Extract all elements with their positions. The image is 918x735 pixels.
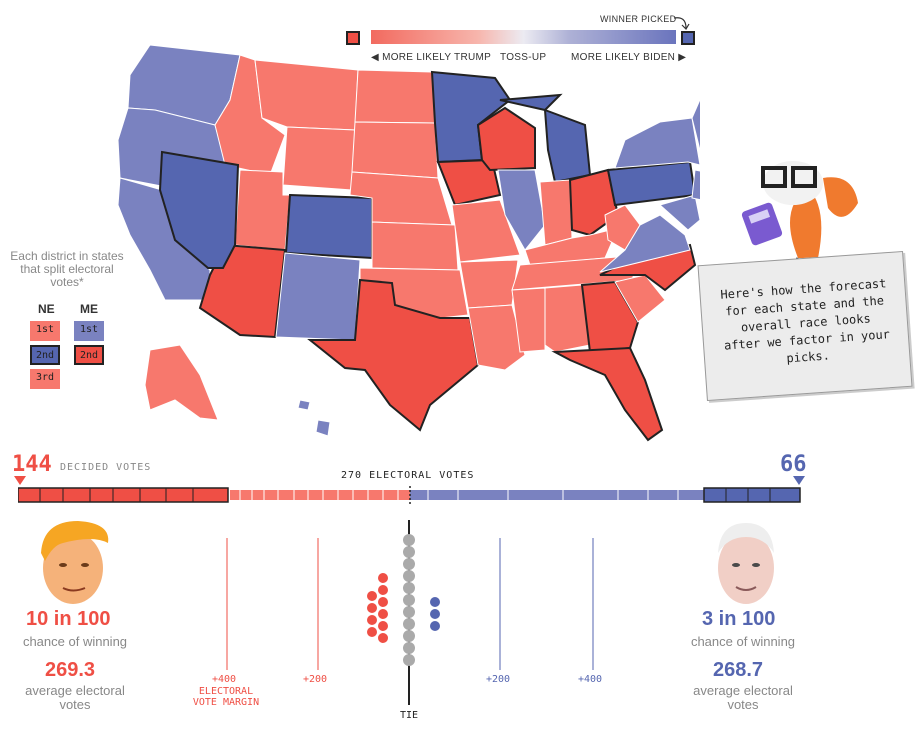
state-mt[interactable] xyxy=(254,59,359,131)
state-nm[interactable] xyxy=(275,252,361,341)
me-district-2[interactable]: 2nd xyxy=(74,345,104,365)
ne-district-3[interactable]: 3rd xyxy=(30,369,60,389)
more-likely-biden-label: MORE LIKELY BIDEN ▶ xyxy=(571,52,687,63)
biden-marker-icon xyxy=(793,476,805,485)
trump-winner-swatch[interactable] xyxy=(346,31,360,45)
trump-tick-200: +200 xyxy=(303,674,328,685)
biden-average-ev: 268.7 xyxy=(713,659,764,681)
state-wi[interactable] xyxy=(476,106,536,172)
state-va[interactable] xyxy=(599,214,691,273)
ne-code: NE xyxy=(38,302,55,316)
state-nj[interactable] xyxy=(691,169,700,201)
winner-picked-arrow-icon xyxy=(673,17,690,30)
decided-votes-label: DECIDED VOTES xyxy=(60,462,152,473)
electoral-votes-270-label: 270 ELECTORAL VOTES xyxy=(341,470,475,481)
state-ga[interactable] xyxy=(580,280,640,354)
tie-label: TIE xyxy=(400,710,419,721)
tie-dots xyxy=(403,534,415,666)
state-hi-big[interactable] xyxy=(315,419,331,437)
state-ar[interactable] xyxy=(459,259,519,309)
state-ms[interactable] xyxy=(511,287,546,353)
state-wy[interactable] xyxy=(282,126,356,191)
trump-win-dots xyxy=(367,573,388,643)
biden-avatar xyxy=(718,523,774,604)
state-md[interactable] xyxy=(658,194,700,231)
state-al[interactable] xyxy=(544,284,591,353)
state-co[interactable] xyxy=(284,193,373,260)
more-likely-trump-label: ◀ MORE LIKELY TRUMP xyxy=(371,52,492,63)
state-ks[interactable] xyxy=(371,221,459,271)
ne-district-2[interactable]: 2nd xyxy=(30,345,60,365)
biden-tick-400: +400 xyxy=(578,674,603,685)
electoral-vote-bar xyxy=(18,486,801,504)
district-note: Each district in states that split elect… xyxy=(10,249,124,289)
state-mi-upper[interactable] xyxy=(499,93,563,112)
state-tx[interactable] xyxy=(307,278,480,432)
biden-chance: 3 in 100 xyxy=(702,608,776,630)
state-in[interactable] xyxy=(539,179,573,246)
state-vt[interactable] xyxy=(691,95,700,152)
me-district-1[interactable]: 1st xyxy=(74,321,104,341)
speech-bubble: Here's how the forecast for each state a… xyxy=(697,250,913,402)
state-nv[interactable] xyxy=(158,150,240,269)
trump-chance-label: chance of winning xyxy=(22,634,128,649)
state-mi[interactable] xyxy=(543,108,592,184)
state-mo[interactable] xyxy=(451,199,521,263)
state-nd[interactable] xyxy=(354,69,436,124)
biden-winner-swatch[interactable] xyxy=(681,31,695,45)
state-hi[interactable] xyxy=(297,399,311,411)
trump-chance: 10 in 100 xyxy=(26,608,111,630)
state-la[interactable] xyxy=(467,304,526,371)
state-ak[interactable] xyxy=(144,344,219,421)
fox-mascot-icon xyxy=(741,161,858,269)
biden-win-dots xyxy=(430,597,440,631)
margin-axis-label: ELECTORAL VOTE MARGIN xyxy=(192,686,260,708)
state-ny[interactable] xyxy=(614,117,700,169)
likelihood-gradient xyxy=(371,30,676,44)
trump-avatar xyxy=(41,521,109,604)
trump-decided-votes: 144 xyxy=(12,452,52,477)
toss-up-label: TOSS-UP xyxy=(500,52,547,63)
state-fl[interactable] xyxy=(551,346,664,442)
state-ut[interactable] xyxy=(234,169,291,251)
trump-average-ev: 269.3 xyxy=(45,659,96,681)
trump-tick-400: +400 xyxy=(212,674,237,685)
state-sc[interactable] xyxy=(614,274,666,323)
biden-tick-200: +200 xyxy=(486,674,511,685)
me-code: ME xyxy=(80,302,98,316)
state-ia[interactable] xyxy=(436,158,502,207)
winner-picked-label: WINNER PICKED xyxy=(600,14,677,24)
biden-chance-label: chance of winning xyxy=(690,634,796,649)
us-map xyxy=(117,44,700,442)
trump-marker-icon xyxy=(14,476,26,485)
trump-average-label: average electoral votes xyxy=(25,683,125,712)
margin-chart xyxy=(226,520,594,705)
speech-text: Here's how the forecast for each state a… xyxy=(720,276,891,366)
biden-average-label: average electoral votes xyxy=(693,683,793,712)
state-sd[interactable] xyxy=(351,121,439,179)
state-il[interactable] xyxy=(497,169,546,251)
ne-district-1[interactable]: 1st xyxy=(30,321,60,341)
biden-decided-votes: 66 xyxy=(780,452,807,477)
